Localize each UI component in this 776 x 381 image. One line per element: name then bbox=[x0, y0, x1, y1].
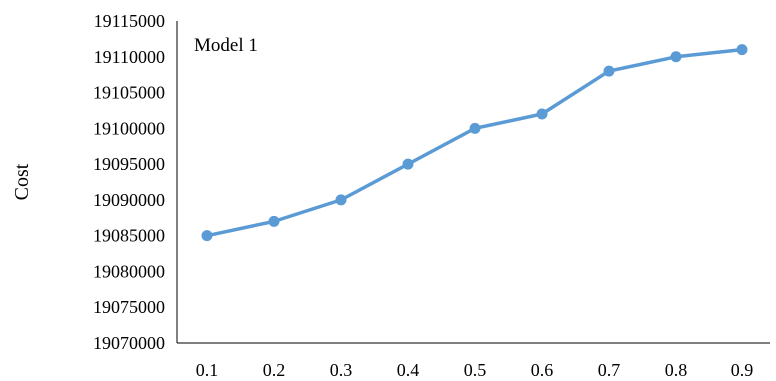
y-tick-label: 19110000 bbox=[94, 47, 165, 67]
x-tick-label: 0.2 bbox=[263, 360, 286, 380]
y-tick-label: 19100000 bbox=[93, 118, 165, 138]
x-tick-label: 0.4 bbox=[397, 360, 420, 380]
series-line bbox=[205, 47, 744, 238]
data-point bbox=[670, 51, 682, 63]
data-point bbox=[736, 44, 748, 56]
x-tick-label: 0.3 bbox=[330, 360, 353, 380]
data-point bbox=[201, 230, 213, 242]
y-tick-label: 19080000 bbox=[93, 261, 165, 281]
series-group bbox=[201, 44, 748, 242]
data-point bbox=[268, 215, 280, 227]
y-tick-label: 19115000 bbox=[94, 11, 165, 31]
data-point bbox=[335, 194, 347, 206]
chart-annotation: Model 1 bbox=[194, 35, 258, 56]
x-tick-label: 0.5 bbox=[464, 360, 487, 380]
data-point bbox=[603, 65, 615, 77]
x-axis-ticks: 0.1 0.2 0.3 0.4 0.5 0.6 0.7 0.8 0.9 bbox=[196, 360, 754, 380]
x-tick-label: 0.9 bbox=[731, 360, 754, 380]
x-tick-label: 0.7 bbox=[598, 360, 621, 380]
data-point bbox=[536, 108, 548, 120]
y-axis-ticks: 19070000 19075000 19080000 19085000 19090000… bbox=[93, 11, 165, 353]
y-tick-label: 19095000 bbox=[93, 154, 165, 174]
y-axis-title: Cost bbox=[11, 163, 33, 200]
y-tick-label: 19070000 bbox=[93, 333, 165, 353]
data-point bbox=[402, 158, 414, 170]
y-tick-label: 19090000 bbox=[93, 190, 165, 210]
data-point bbox=[469, 122, 481, 134]
y-tick-label: 19075000 bbox=[93, 297, 165, 317]
y-tick-label: 19085000 bbox=[93, 226, 165, 246]
x-tick-label: 0.1 bbox=[196, 360, 219, 380]
y-tick-label: 19105000 bbox=[93, 83, 165, 103]
x-tick-label: 0.8 bbox=[665, 360, 688, 380]
x-tick-label: 0.6 bbox=[531, 360, 554, 380]
